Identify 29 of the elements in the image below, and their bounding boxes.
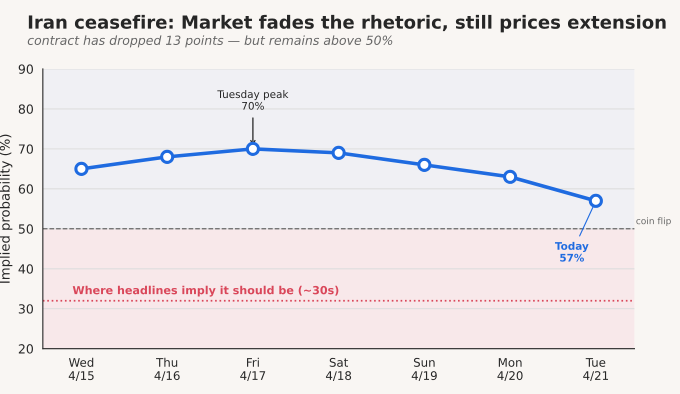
ref-line-label: coin flip — [636, 217, 671, 226]
x-tick-label: Mon 4/20 — [497, 358, 523, 382]
point — [503, 170, 518, 184]
y-tick-label: 70 — [18, 144, 33, 154]
chart-title: Iran ceasefire: Market fades the rhetoric, still prices extension — [28, 14, 666, 32]
point — [588, 194, 603, 208]
y-tick-label: 40 — [18, 264, 33, 274]
y-tick-label: 60 — [18, 184, 33, 194]
x-tick-label: Thu 4/16 — [154, 358, 180, 382]
point — [417, 158, 432, 172]
x-tick-label: Sat 4/18 — [326, 358, 352, 382]
y-tick-label: 50 — [18, 224, 33, 234]
x-tick-label: Fri 4/17 — [240, 358, 266, 382]
ref-line-label: Where headlines imply it should be (~30s) — [72, 286, 338, 297]
x-tick-label: Sun 4/19 — [412, 358, 437, 382]
x-tick-label: Tue 4/21 — [583, 358, 608, 382]
y-tick-label: 80 — [18, 104, 33, 114]
point — [246, 142, 260, 156]
y-axis-title: Implied probability (%) — [0, 134, 12, 283]
annotation: Today 57% — [554, 242, 589, 262]
y-tick-label: 90 — [18, 64, 33, 74]
chart-subtitle: contract has dropped 13 points — but remains above 50% — [28, 35, 392, 48]
x-tick-label: Wed 4/15 — [68, 358, 94, 382]
point — [332, 146, 346, 160]
y-tick-label: 30 — [18, 304, 33, 314]
point — [160, 150, 174, 164]
point — [74, 162, 89, 176]
y-tick-label: 20 — [18, 344, 33, 354]
annotation: Tuesday peak 70% — [217, 90, 288, 110]
